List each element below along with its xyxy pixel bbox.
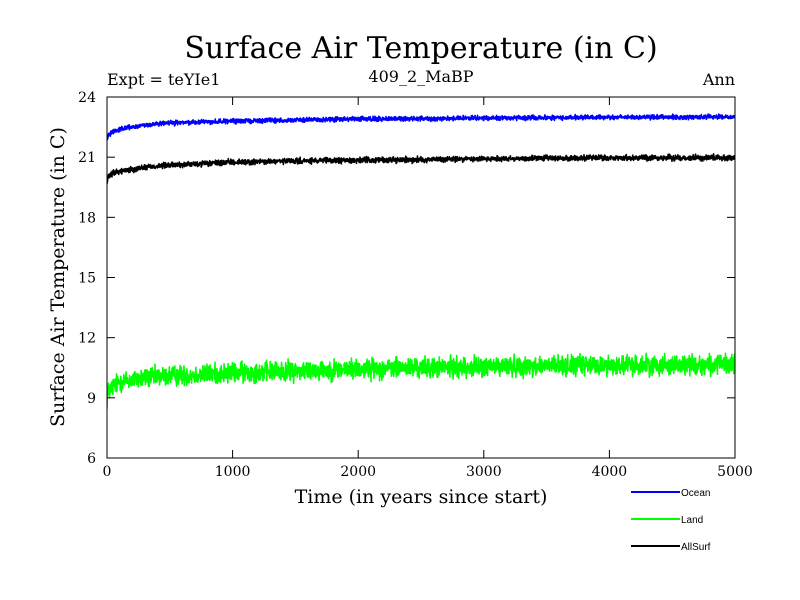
legend-label-land: Land — [681, 515, 703, 526]
y-tick-label: 6 — [87, 451, 96, 467]
series-line-ocean — [107, 114, 735, 140]
series-line-allsurf — [107, 154, 735, 184]
subtitle-right: Ann — [702, 70, 735, 89]
x-tick-label: 1000 — [215, 464, 251, 480]
y-tick-label: 15 — [78, 271, 96, 287]
y-tick-label: 24 — [78, 90, 96, 106]
x-tick-label: 5000 — [717, 464, 753, 480]
x-tick-label: 2000 — [340, 464, 376, 480]
legend-label-ocean: Ocean — [681, 488, 710, 499]
tick-layer: 0 1000 2000 3000 4000 5000 6 9 12 15 18 21 24 — [78, 90, 753, 480]
series-line-land — [107, 353, 735, 409]
series-layer — [107, 114, 735, 409]
chart-title: Surface Air Temperature (in C) — [184, 31, 657, 66]
legend: Ocean Land AllSurf — [631, 488, 711, 553]
y-axis-label: Surface Air Temperature (in C) — [47, 127, 69, 427]
y-tick-label: 12 — [78, 331, 96, 347]
x-tick-label: 4000 — [592, 464, 628, 480]
y-tick-label: 18 — [78, 210, 96, 226]
x-tick-label: 0 — [103, 464, 112, 480]
x-axis-label: Time (in years since start) — [295, 486, 548, 508]
subtitle-left: Expt = teYIe1 — [107, 70, 220, 89]
plot-frame — [107, 97, 735, 458]
y-tick-label: 21 — [78, 150, 96, 166]
y-tick-label: 9 — [87, 391, 96, 407]
subtitle-center: 409_2_MaBP — [368, 67, 473, 86]
x-tick-label: 3000 — [466, 464, 502, 480]
legend-label-allsurf: AllSurf — [681, 542, 711, 553]
chart: Surface Air Temperature (in C) Expt = te… — [0, 0, 800, 600]
